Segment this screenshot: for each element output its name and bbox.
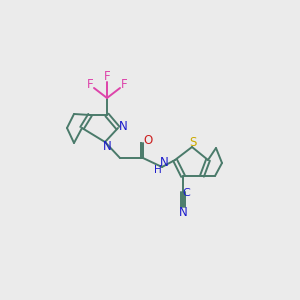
Text: N: N: [178, 206, 188, 218]
Text: H: H: [154, 165, 162, 175]
Text: F: F: [87, 79, 93, 92]
Text: F: F: [121, 79, 127, 92]
Text: C: C: [182, 188, 190, 198]
Text: N: N: [160, 155, 168, 169]
Text: N: N: [103, 140, 111, 154]
Text: O: O: [143, 134, 153, 148]
Text: S: S: [189, 136, 197, 148]
Text: F: F: [104, 70, 110, 83]
Text: N: N: [118, 121, 127, 134]
